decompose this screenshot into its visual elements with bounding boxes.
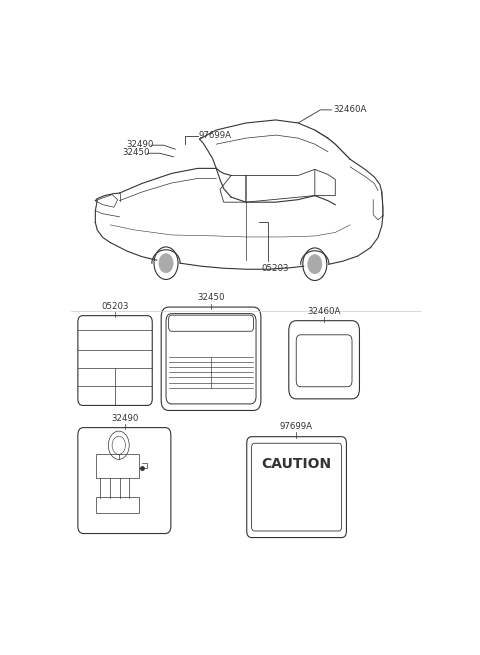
Bar xyxy=(96,497,139,514)
Text: CAUTION: CAUTION xyxy=(262,457,332,471)
Text: 32450: 32450 xyxy=(122,148,150,157)
Text: 32460A: 32460A xyxy=(334,105,367,114)
Text: 97699A: 97699A xyxy=(199,131,232,140)
Text: 05203: 05203 xyxy=(261,264,288,273)
Text: 32460A: 32460A xyxy=(307,307,341,316)
Text: 32490: 32490 xyxy=(111,413,139,422)
Text: 32450: 32450 xyxy=(197,293,225,302)
Circle shape xyxy=(159,253,173,272)
Text: 32490: 32490 xyxy=(126,140,154,149)
Bar xyxy=(96,454,139,478)
Text: 97699A: 97699A xyxy=(280,422,313,430)
Circle shape xyxy=(308,255,322,274)
Text: 05203: 05203 xyxy=(101,301,129,310)
